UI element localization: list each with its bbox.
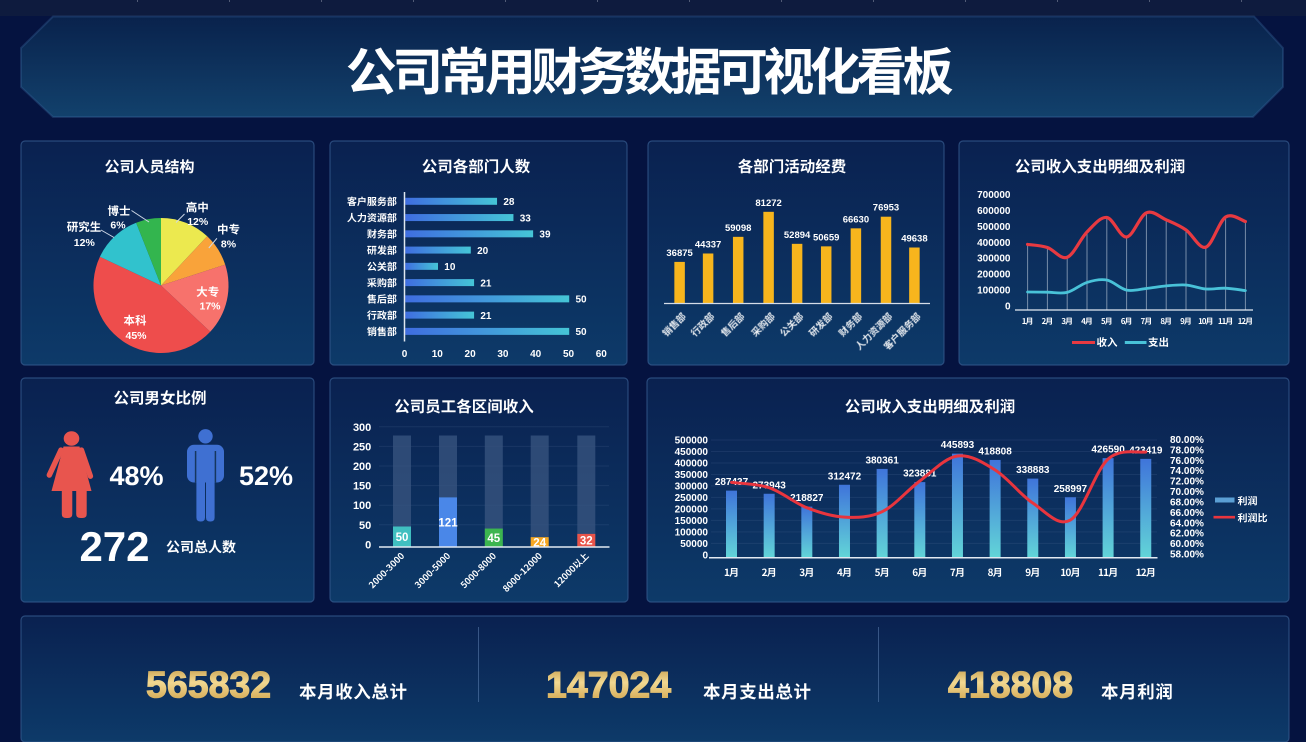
svg-text:200: 200 (353, 461, 371, 473)
svg-text:59098: 59098 (725, 223, 751, 234)
svg-text:80.00%: 80.00% (1170, 435, 1204, 446)
svg-text:39: 39 (539, 230, 551, 241)
svg-text:50: 50 (563, 349, 575, 360)
svg-text:24: 24 (533, 537, 546, 549)
svg-text:147024: 147024 (546, 664, 671, 706)
svg-text:45: 45 (487, 533, 500, 545)
svg-text:445893: 445893 (941, 440, 975, 451)
svg-text:8%: 8% (221, 239, 237, 251)
svg-text:10: 10 (444, 262, 456, 273)
svg-text:400000: 400000 (977, 238, 1011, 249)
svg-text:0: 0 (702, 550, 708, 561)
svg-text:500000: 500000 (675, 436, 709, 447)
svg-text:64.00%: 64.00% (1170, 518, 1204, 529)
svg-text:10: 10 (432, 349, 444, 360)
svg-text:72.00%: 72.00% (1170, 477, 1204, 488)
svg-text:52%: 52% (239, 461, 293, 491)
svg-text:50: 50 (396, 532, 409, 544)
svg-text:338883: 338883 (1016, 465, 1050, 476)
svg-text:50: 50 (359, 520, 371, 532)
svg-text:700000: 700000 (977, 190, 1011, 201)
svg-text:323881: 323881 (903, 469, 937, 480)
svg-text:76953: 76953 (873, 203, 899, 214)
svg-text:20: 20 (477, 246, 489, 257)
svg-text:200000: 200000 (675, 504, 709, 515)
svg-text:150000: 150000 (675, 516, 709, 527)
svg-text:300: 300 (353, 422, 371, 434)
svg-text:21: 21 (480, 278, 492, 289)
svg-text:68.00%: 68.00% (1170, 497, 1204, 508)
svg-text:60.00%: 60.00% (1170, 539, 1204, 550)
svg-text:100: 100 (353, 500, 371, 512)
svg-text:49638: 49638 (901, 234, 927, 245)
svg-text:50000: 50000 (680, 539, 708, 550)
svg-text:21: 21 (480, 311, 492, 322)
svg-text:100000: 100000 (977, 286, 1011, 297)
svg-text:20: 20 (465, 349, 477, 360)
svg-text:418808: 418808 (978, 446, 1012, 457)
svg-text:17%: 17% (199, 301, 221, 313)
svg-text:312472: 312472 (828, 471, 862, 482)
svg-text:36875: 36875 (666, 248, 693, 259)
svg-text:200000: 200000 (977, 270, 1011, 281)
svg-text:12%: 12% (74, 237, 96, 249)
svg-text:50: 50 (576, 327, 588, 338)
svg-text:350000: 350000 (675, 470, 709, 481)
svg-text:32: 32 (580, 536, 593, 548)
svg-text:30: 30 (497, 349, 509, 360)
svg-text:81272: 81272 (755, 198, 781, 209)
svg-text:0: 0 (365, 539, 371, 551)
svg-text:40: 40 (530, 349, 542, 360)
svg-text:500000: 500000 (977, 222, 1011, 233)
svg-text:74.00%: 74.00% (1170, 466, 1204, 477)
svg-text:44337: 44337 (695, 239, 721, 250)
svg-text:45%: 45% (125, 330, 147, 342)
svg-text:418808: 418808 (948, 664, 1073, 706)
svg-text:600000: 600000 (977, 206, 1011, 217)
svg-text:62.00%: 62.00% (1170, 529, 1204, 540)
svg-text:0: 0 (1005, 302, 1011, 313)
svg-text:48%: 48% (109, 461, 163, 491)
svg-text:12%: 12% (187, 216, 209, 228)
svg-text:66.00%: 66.00% (1170, 508, 1204, 519)
svg-text:50659: 50659 (813, 232, 839, 243)
svg-text:33: 33 (520, 213, 532, 224)
svg-text:0: 0 (402, 349, 408, 360)
svg-text:272: 272 (79, 523, 149, 570)
svg-text:52894: 52894 (784, 230, 811, 241)
svg-text:426590: 426590 (1091, 445, 1125, 456)
svg-text:70.00%: 70.00% (1170, 487, 1204, 498)
svg-text:218827: 218827 (790, 493, 824, 504)
svg-text:28: 28 (503, 197, 515, 208)
svg-text:50: 50 (576, 295, 588, 306)
svg-text:100000: 100000 (675, 527, 709, 538)
svg-text:121: 121 (438, 517, 458, 529)
svg-text:250000: 250000 (675, 493, 709, 504)
svg-text:400000: 400000 (675, 459, 709, 470)
svg-text:66630: 66630 (843, 214, 869, 225)
svg-text:300000: 300000 (977, 254, 1011, 265)
svg-text:6%: 6% (110, 220, 126, 232)
svg-text:250: 250 (353, 441, 371, 453)
svg-text:150: 150 (353, 481, 371, 493)
svg-text:300000: 300000 (675, 482, 709, 493)
svg-text:60: 60 (596, 349, 608, 360)
svg-text:258997: 258997 (1054, 484, 1088, 495)
svg-text:450000: 450000 (675, 447, 709, 458)
svg-text:380361: 380361 (865, 455, 899, 466)
svg-text:273943: 273943 (752, 480, 786, 491)
svg-text:78.00%: 78.00% (1170, 445, 1204, 456)
svg-text:58.00%: 58.00% (1170, 550, 1204, 561)
svg-text:76.00%: 76.00% (1170, 456, 1204, 467)
svg-text:565832: 565832 (146, 664, 271, 706)
